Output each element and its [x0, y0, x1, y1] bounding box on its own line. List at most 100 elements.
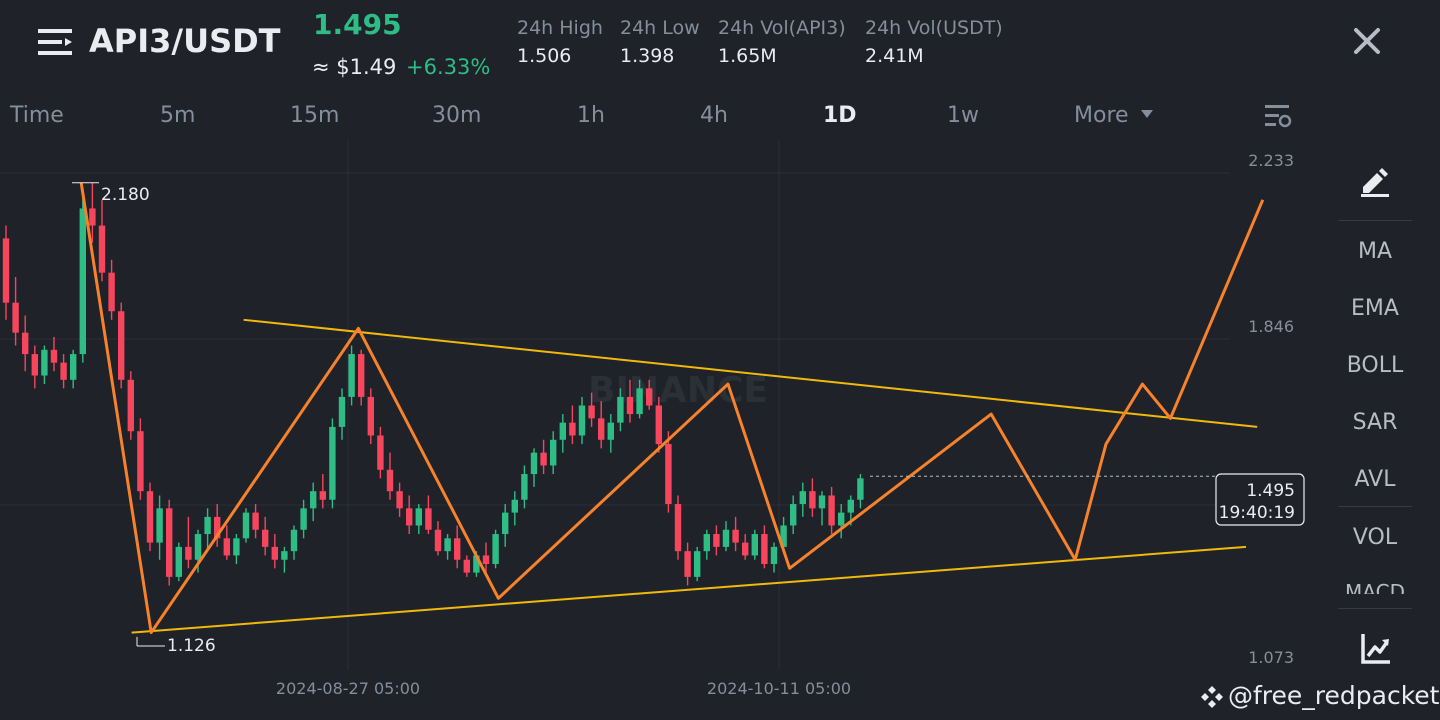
candle-body: [223, 538, 230, 556]
trading-pair-title[interactable]: API3/USDT: [89, 22, 281, 60]
candle-body: [857, 478, 864, 500]
pattern-drawings: [79, 182, 1265, 635]
candle-body: [540, 452, 547, 466]
panel-divider: [1338, 220, 1412, 221]
stat-value-24h-high: 1.506: [517, 45, 572, 67]
current-price-box: [1215, 473, 1305, 526]
last-price: 1.495: [313, 8, 402, 41]
candle-body: [569, 422, 576, 436]
candle-body: [713, 534, 720, 547]
interval-1h[interactable]: 1h: [577, 103, 605, 128]
indicator-avl[interactable]: AVL: [1354, 467, 1396, 492]
candle-body: [770, 546, 778, 565]
candle-body: [406, 508, 413, 526]
candle-body: [41, 349, 48, 376]
candle-body: [492, 534, 499, 565]
candle-body: [655, 405, 662, 445]
candle-body: [722, 529, 730, 547]
candlestick-chart[interactable]: BINANCE 2.233 1.846 1.073 2024-08-27 05:…: [0, 140, 1310, 705]
candle-body: [2, 238, 10, 303]
candle-body: [742, 542, 749, 556]
candle-body: [838, 512, 845, 526]
stat-label-24h-low: 24h Low: [620, 17, 700, 39]
binance-diamond-icon: [1201, 686, 1223, 708]
candle-body: [233, 538, 240, 556]
candle-body: [502, 512, 509, 535]
candle-body: [310, 491, 317, 509]
pencil-draw-icon[interactable]: [1357, 165, 1393, 197]
candle-body: [262, 529, 269, 547]
candle-body: [732, 529, 739, 543]
candle-body: [175, 546, 182, 577]
high-marker-label: 2.180: [101, 185, 150, 205]
candle-body: [89, 208, 96, 226]
indicator-macd[interactable]: MACD: [1345, 580, 1405, 594]
candle-body: [780, 525, 787, 547]
low-marker-label: 1.126: [167, 636, 216, 656]
candle-body: [185, 546, 192, 560]
interval-1w[interactable]: 1w: [947, 103, 979, 128]
stat-value-24h-vol-base: 1.65M: [718, 45, 777, 67]
stat-label-24h-vol-quote: 24h Vol(USDT): [865, 17, 1003, 39]
candle-body: [252, 512, 259, 530]
candle-body: [415, 508, 422, 526]
candle-body: [703, 534, 710, 552]
price-change-percent: +6.33%: [406, 55, 491, 79]
candle-body: [118, 311, 125, 380]
candle-body: [281, 551, 288, 560]
candle-body: [847, 499, 854, 513]
candle-body: [674, 504, 682, 552]
interval-more[interactable]: More: [1074, 103, 1154, 128]
indicator-ma[interactable]: MA: [1357, 239, 1393, 264]
candle-body: [694, 551, 701, 577]
indicator-ema[interactable]: EMA: [1351, 296, 1399, 321]
candle-body: [204, 516, 211, 535]
candle-body: [444, 538, 451, 552]
interval-15m[interactable]: 15m: [290, 103, 340, 128]
candle-body: [146, 491, 154, 543]
chart-settings-icon[interactable]: [1264, 103, 1292, 129]
price-scale-label-bottom: 1.073: [1248, 648, 1294, 667]
candle-body: [473, 555, 480, 573]
candle-body: [300, 508, 307, 530]
candle-body: [818, 495, 826, 509]
interval-time[interactable]: Time: [10, 103, 64, 128]
candle-body: [70, 354, 77, 380]
candle-body: [434, 529, 442, 552]
chart-annotations: [72, 182, 1216, 647]
interval-4h[interactable]: 4h: [700, 103, 728, 128]
chart-analysis-icon[interactable]: [1360, 632, 1392, 666]
candle-body: [166, 508, 173, 577]
candle-body: [454, 538, 461, 560]
candle-body: [578, 405, 586, 436]
candle-body: [79, 208, 86, 355]
indicator-vol[interactable]: VOL: [1352, 525, 1398, 550]
candle-body: [60, 362, 67, 380]
candle-body: [319, 491, 326, 500]
chart-grid: [0, 140, 1230, 670]
candle-body: [22, 332, 29, 355]
price-scale-label-mid: 1.846: [1248, 317, 1294, 336]
candle-body: [348, 354, 355, 397]
interval-1d[interactable]: 1D: [823, 103, 857, 128]
price-scale-label-top: 2.233: [1248, 151, 1294, 170]
menu-icon[interactable]: [38, 27, 74, 57]
candle-body: [12, 302, 19, 333]
candle-body: [329, 426, 336, 500]
indicator-boll[interactable]: BOLL: [1346, 353, 1404, 378]
candle-body: [98, 225, 106, 273]
close-icon[interactable]: [1352, 26, 1382, 56]
candle-body: [290, 529, 298, 552]
candle-body: [809, 491, 816, 509]
candle-body: [521, 474, 528, 500]
candle-body: [617, 396, 624, 423]
indicator-sar[interactable]: SAR: [1352, 410, 1398, 435]
interval-30m[interactable]: 30m: [432, 103, 482, 128]
candle-body: [626, 396, 634, 415]
lower-trendline: [131, 545, 1247, 634]
candle-body: [194, 534, 202, 560]
candle-body: [684, 551, 691, 577]
candle-body: [530, 452, 538, 475]
interval-5m[interactable]: 5m: [160, 103, 196, 128]
candle-body: [242, 512, 250, 539]
